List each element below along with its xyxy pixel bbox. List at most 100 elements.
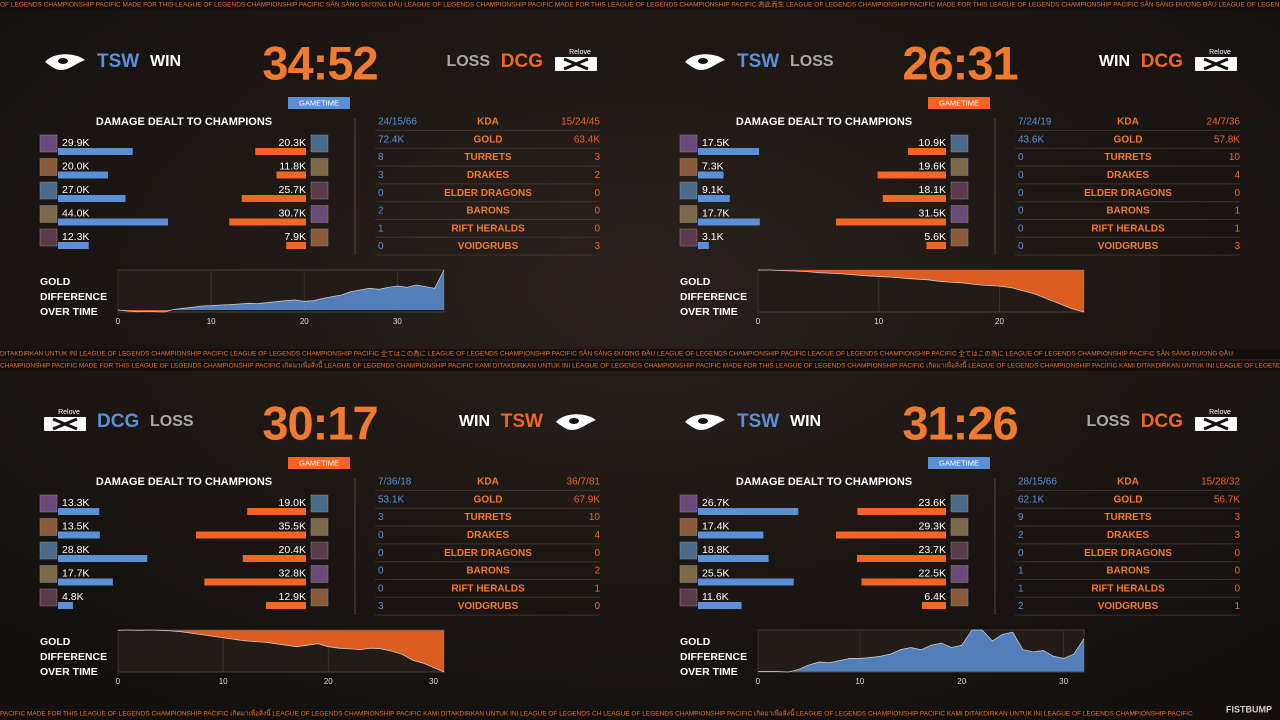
team-name: DCG <box>1141 411 1183 432</box>
stat-value: 0 <box>378 188 384 199</box>
champion-icon <box>679 134 698 153</box>
stat-label: BARONS <box>466 206 510 217</box>
stat-value: 3 <box>378 512 384 523</box>
team-logo <box>698 58 708 64</box>
gametime-badge <box>928 457 990 469</box>
damage-title: DAMAGE DEALT TO CHAMPIONS <box>736 476 912 488</box>
gametime-label: GAMETIME <box>939 98 979 107</box>
watermark: FISTBUMP <box>1226 704 1272 714</box>
damage-label: 35.5K <box>279 520 306 532</box>
champion-icon <box>679 158 698 176</box>
champion-icon <box>950 228 969 247</box>
game-panel: TSW WIN LOSS DCG Relove 34:52 GAMETIME DAMAGE D… <box>39 36 600 326</box>
stat-value: 1 <box>1234 206 1240 217</box>
stat-label: ELDER DRAGONS <box>444 548 532 559</box>
stat-value: 0 <box>1018 170 1024 181</box>
champion-icon <box>679 181 698 200</box>
team-logo <box>52 417 78 431</box>
stat-value: 67.9K <box>574 494 600 505</box>
champion-icon <box>950 588 969 607</box>
result: LOSS <box>790 53 834 70</box>
damage-label: 20.3K <box>279 137 306 149</box>
champion-icon <box>679 541 698 560</box>
damage-label: 29.9K <box>62 137 89 149</box>
damage-label: 17.4K <box>702 520 729 532</box>
stat-value: 2 <box>1018 530 1024 541</box>
stat-value: 24/7/36 <box>1207 117 1241 128</box>
stat-value: 0 <box>594 188 600 199</box>
gold-area-deficit <box>758 270 1084 312</box>
gametime-badge <box>288 97 350 109</box>
damage-bar <box>242 555 306 562</box>
stat-value: 0 <box>1234 566 1240 577</box>
stat-value: 3 <box>1234 241 1240 252</box>
stat-label: RIFT HERALDS <box>1091 223 1165 234</box>
champion-icon <box>310 205 329 223</box>
damage-label: 28.8K <box>62 544 89 556</box>
damage-bar <box>698 531 764 539</box>
stat-label: RIFT HERALDS <box>451 583 525 594</box>
gametime-label: GAMETIME <box>299 98 339 107</box>
gametime-label: GAMETIME <box>939 458 979 467</box>
champion-icon <box>310 565 329 583</box>
damage-label: 29.3K <box>919 520 946 532</box>
team-name: DCG <box>97 411 139 432</box>
team-logo <box>569 418 579 424</box>
stat-value: 1 <box>1018 566 1024 577</box>
gold-area-deficit <box>118 630 444 672</box>
damage-label: 20.0K <box>62 160 89 172</box>
damage-label: 17.5K <box>702 137 729 149</box>
damage-label: 27.0K <box>62 184 89 196</box>
stat-label: KDA <box>1117 117 1139 128</box>
champion-icon <box>310 541 329 560</box>
damage-bar <box>698 195 730 202</box>
team-logo <box>698 418 708 424</box>
damage-bar <box>58 578 113 586</box>
stat-value: 3 <box>378 601 384 612</box>
x-tick-label: 10 <box>855 677 864 686</box>
stat-label: KDA <box>477 477 499 488</box>
x-tick-label: 30 <box>1059 677 1068 686</box>
stat-value: 10 <box>1229 152 1241 163</box>
x-tick-label: 0 <box>756 317 761 326</box>
gametime-badge <box>288 457 350 469</box>
stat-value: 0 <box>378 583 384 594</box>
game-time: 30:17 <box>262 396 377 449</box>
damage-bar <box>857 508 946 515</box>
damage-label: 7.3K <box>702 160 724 172</box>
stat-value: 0 <box>594 601 600 612</box>
champion-icon <box>950 134 969 153</box>
game-time: 34:52 <box>262 36 377 89</box>
damage-bar <box>58 508 100 515</box>
stat-value: 56.7K <box>1214 494 1240 505</box>
stat-label: DRAKES <box>467 530 510 541</box>
stat-label: TURRETS <box>1104 152 1152 163</box>
damage-bar <box>58 148 133 155</box>
champion-icon <box>310 228 329 247</box>
gold-label: OVER TIME <box>40 666 98 678</box>
team-name: TSW <box>737 411 779 432</box>
stat-label: ELDER DRAGONS <box>444 188 532 199</box>
gold-label: DIFFERENCE <box>680 291 747 303</box>
damage-bar <box>926 242 946 249</box>
gold-line <box>758 269 1085 313</box>
stat-value: 1 <box>1234 601 1240 612</box>
game-panel: Relove DCG LOSS WIN TSW 30:17 GAMETIME DAMAGE D… <box>39 396 600 686</box>
stat-label: RIFT HERALDS <box>451 223 525 234</box>
stat-label: TURRETS <box>464 152 512 163</box>
damage-bar <box>286 242 306 249</box>
team-logo <box>1203 417 1229 431</box>
x-tick-label: 0 <box>116 677 121 686</box>
gold-label: DIFFERENCE <box>40 291 107 303</box>
x-tick-label: 20 <box>300 317 309 326</box>
damage-title: DAMAGE DEALT TO CHAMPIONS <box>96 116 272 128</box>
stat-value: 0 <box>1018 548 1024 559</box>
champion-icon <box>39 565 58 583</box>
gold-label: DIFFERENCE <box>40 651 107 663</box>
stat-label: VOIDGRUBS <box>1098 601 1159 612</box>
stat-label: ELDER DRAGONS <box>1084 548 1172 559</box>
ticker: PACIFIC MADE FOR THIS LEAGUE OF LEGENDS … <box>0 709 1193 718</box>
damage-label: 31.5K <box>919 207 946 219</box>
stat-value: 2 <box>594 170 600 181</box>
champion-icon <box>679 565 698 583</box>
